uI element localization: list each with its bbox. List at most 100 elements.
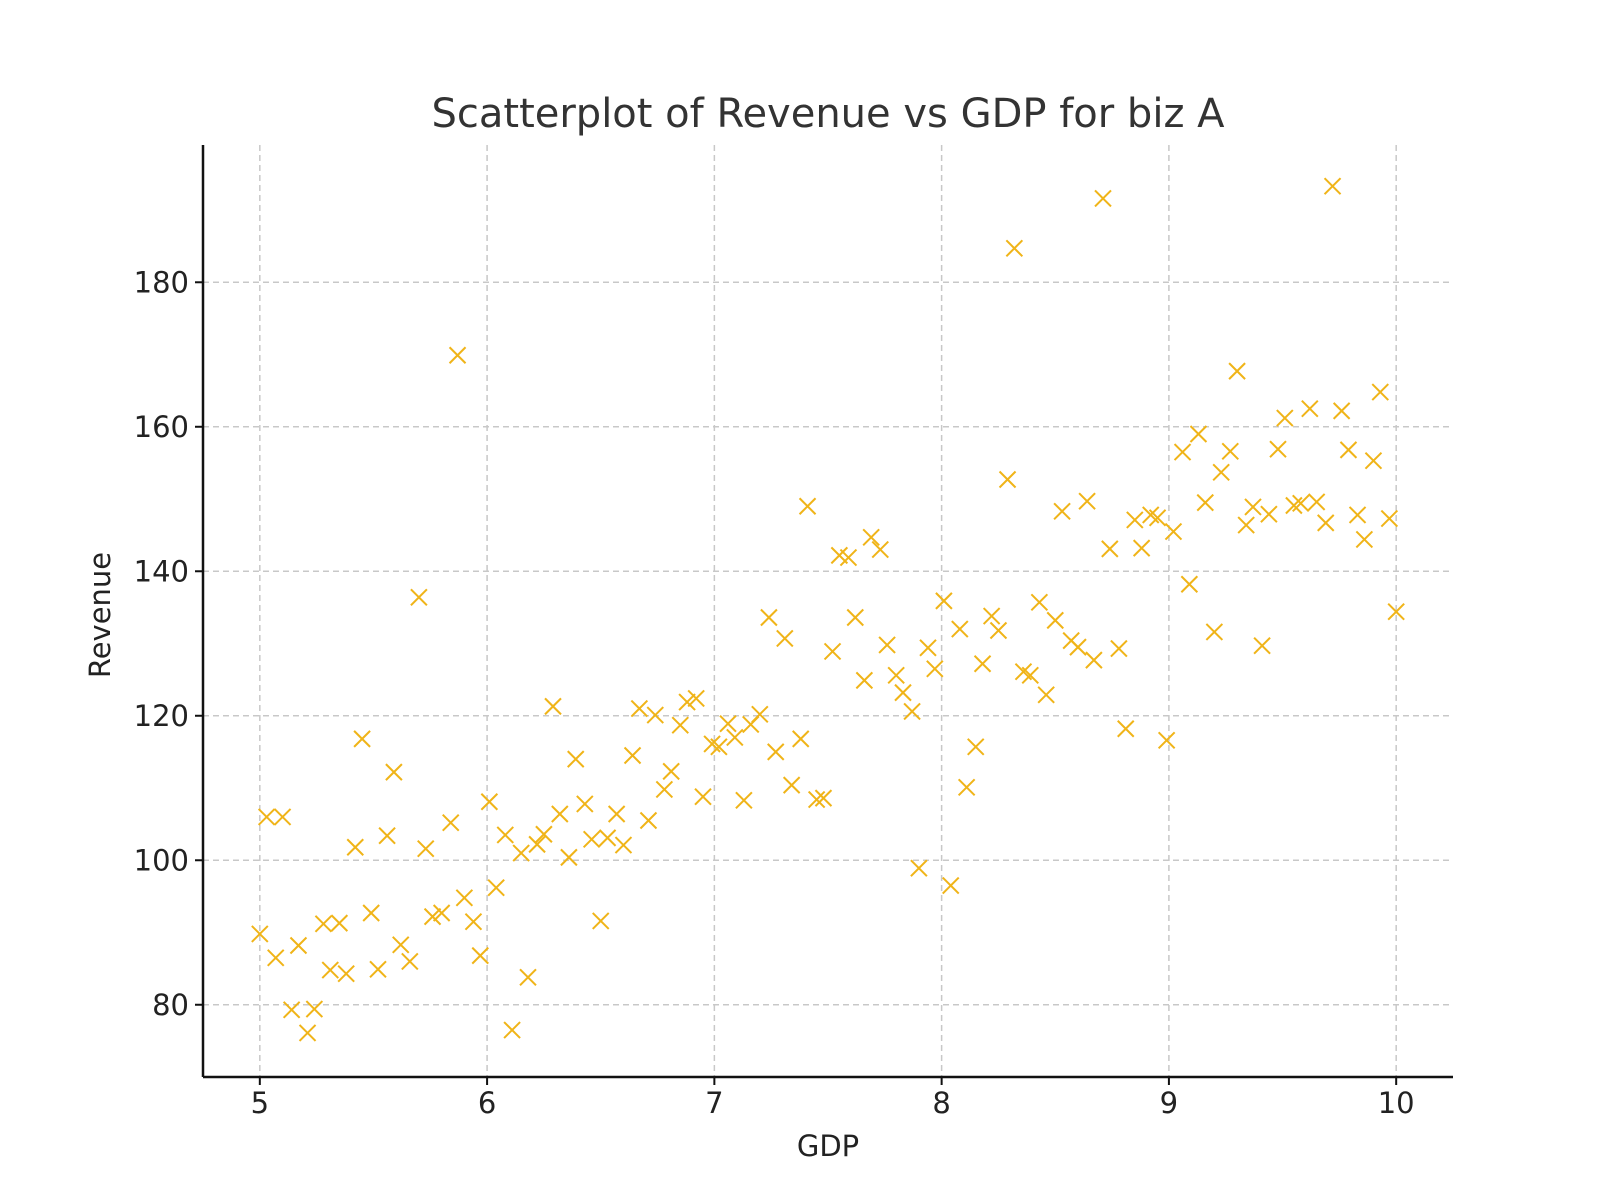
data-point [662, 762, 680, 781]
data-point [751, 705, 769, 724]
data-point [1269, 440, 1287, 458]
data-point [1101, 540, 1119, 558]
x-axis-label: GDP [797, 1129, 859, 1163]
data-points [251, 177, 1405, 1042]
data-point [1292, 494, 1310, 513]
data-point [1253, 636, 1271, 655]
data-point [1285, 496, 1303, 515]
data-point [951, 620, 969, 638]
data-point [1157, 731, 1176, 750]
data-point [337, 964, 355, 983]
data-point [392, 936, 410, 954]
data-point [1212, 463, 1230, 481]
data-point [1126, 511, 1144, 529]
data-point [792, 730, 810, 748]
x-tick-label: 5 [251, 1086, 269, 1120]
data-point [410, 588, 428, 606]
data-point [767, 743, 785, 761]
data-point [1132, 539, 1151, 557]
data-point [314, 915, 333, 933]
y-tick-label: 180 [134, 265, 189, 299]
data-point [1301, 399, 1319, 418]
data-point [1180, 575, 1199, 593]
data-point [496, 826, 514, 844]
data-point [267, 949, 285, 967]
data-point [592, 912, 610, 930]
data-point [735, 791, 753, 809]
data-point [798, 497, 817, 515]
data-point [560, 848, 578, 867]
data-point [1030, 593, 1049, 612]
gridlines [203, 145, 1453, 1077]
data-point [1110, 639, 1128, 658]
data-point [535, 825, 553, 843]
data-point [330, 914, 349, 932]
data-point [503, 1021, 521, 1039]
data-point [1228, 362, 1246, 380]
data-point [1348, 506, 1367, 524]
data-point [776, 629, 794, 648]
data-point [487, 879, 505, 897]
x-tick-label: 6 [478, 1086, 496, 1120]
data-point [1085, 651, 1103, 669]
data-point [251, 925, 269, 943]
data-point [519, 968, 537, 987]
data-point [719, 714, 737, 733]
data-point [1142, 506, 1160, 524]
data-point [894, 683, 912, 702]
data-point [544, 697, 562, 716]
data-point [1387, 603, 1405, 621]
data-point [878, 636, 896, 654]
y-axis-label: Revenue [83, 552, 117, 678]
data-point [576, 795, 594, 813]
data-point [1260, 505, 1278, 523]
data-point [1069, 638, 1087, 656]
data-point [935, 592, 953, 610]
data-point [528, 835, 546, 854]
y-tick-label: 100 [134, 843, 189, 877]
x-tick-label: 7 [705, 1086, 723, 1120]
data-point [839, 548, 858, 567]
data-point [726, 728, 744, 747]
data-point [1332, 402, 1351, 420]
data-point [1046, 611, 1064, 630]
data-point [910, 859, 928, 877]
data-point [607, 805, 626, 823]
data-point [385, 763, 403, 781]
data-point [855, 671, 874, 690]
data-point [1205, 623, 1224, 641]
data-point [369, 960, 387, 979]
data-point [998, 470, 1017, 489]
data-point [321, 961, 339, 979]
data-point [926, 660, 944, 678]
data-point [687, 689, 705, 708]
data-point [551, 805, 569, 823]
data-point [846, 608, 864, 627]
y-tick-label: 80 [152, 988, 189, 1022]
data-point [1037, 686, 1055, 704]
data-point [1021, 666, 1039, 685]
data-point [1078, 492, 1096, 510]
data-point [967, 738, 985, 756]
data-point [1221, 442, 1239, 461]
data-point [1355, 530, 1374, 549]
axes [201, 145, 1453, 1079]
data-point [1148, 509, 1167, 527]
data-point [782, 776, 801, 794]
data-point [1380, 509, 1399, 528]
data-point [871, 540, 889, 559]
data-point [694, 787, 712, 806]
data-point [710, 738, 728, 756]
data-point [598, 829, 617, 847]
data-point [1189, 425, 1208, 443]
data-point [1094, 189, 1112, 208]
data-point [423, 907, 442, 926]
data-point [903, 702, 921, 721]
data-point [417, 839, 435, 858]
data-point [639, 811, 658, 830]
x-tick-label: 9 [1160, 1086, 1178, 1120]
y-tick-label: 160 [134, 410, 189, 444]
data-point [273, 808, 292, 826]
data-point [1053, 502, 1071, 521]
